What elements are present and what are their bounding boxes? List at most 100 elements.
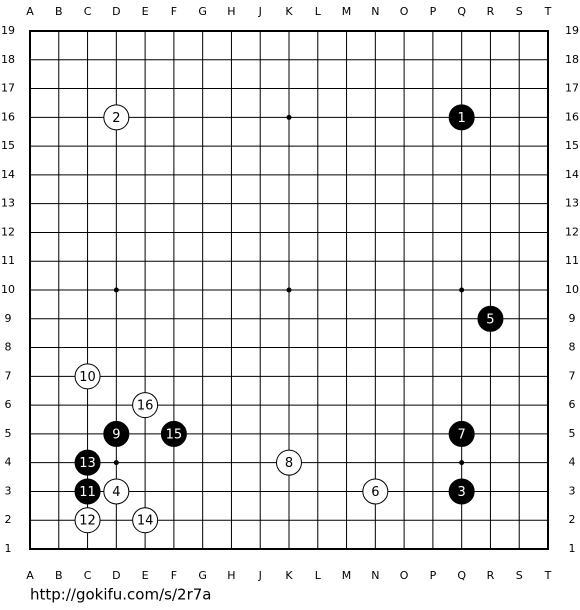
row-label: 19 [565, 24, 579, 37]
row-label: 10 [565, 283, 579, 296]
move-number: 13 [79, 456, 96, 471]
star-point [113, 287, 119, 293]
row-label: 5 [5, 427, 12, 440]
stone [74, 449, 101, 476]
column-label: L [315, 569, 322, 582]
move-number: 8 [285, 456, 293, 471]
move-number: 10 [79, 370, 96, 385]
column-label: O [400, 5, 409, 18]
star-point [113, 460, 119, 466]
row-label: 3 [5, 484, 12, 497]
row-label: 16 [1, 110, 15, 123]
stone [103, 478, 130, 505]
row-label: 17 [1, 82, 15, 95]
move-number: 14 [137, 514, 154, 529]
column-label: Q [457, 5, 466, 18]
star-point [459, 460, 465, 466]
column-label: T [544, 5, 552, 18]
row-label: 14 [1, 168, 15, 181]
row-label: 12 [1, 225, 15, 238]
column-label: C [84, 5, 92, 18]
stone [362, 478, 389, 505]
column-label: D [112, 569, 120, 582]
row-label: 4 [5, 456, 12, 469]
stone [477, 305, 504, 332]
stone [132, 392, 159, 419]
stone [74, 507, 101, 534]
move-number: 7 [458, 427, 466, 442]
row-label: 6 [5, 398, 12, 411]
column-label: H [227, 5, 235, 18]
column-label: J [258, 5, 262, 18]
column-label: F [171, 569, 177, 582]
move-number: 5 [486, 312, 494, 327]
row-label: 9 [569, 312, 576, 325]
column-label: M [342, 5, 352, 18]
row-label: 8 [5, 341, 12, 354]
row-label: 7 [5, 369, 12, 382]
column-label: C [84, 569, 92, 582]
column-label: N [371, 569, 379, 582]
column-label: A [26, 569, 34, 582]
source-url: http://gokifu.com/s/2r7a [30, 586, 211, 604]
column-label: L [315, 5, 322, 18]
column-label: E [142, 569, 149, 582]
row-label: 6 [569, 398, 576, 411]
move-number: 15 [166, 427, 183, 442]
row-label: 9 [5, 312, 12, 325]
column-label: J [258, 569, 262, 582]
row-label: 15 [565, 139, 579, 152]
star-point [286, 114, 292, 120]
stone [103, 104, 130, 131]
column-label: P [430, 5, 437, 18]
column-label: P [430, 569, 437, 582]
stone [132, 507, 159, 534]
column-label: D [112, 5, 120, 18]
column-label: T [544, 569, 552, 582]
column-label: E [142, 5, 149, 18]
stone [103, 420, 130, 447]
move-number: 1 [458, 111, 466, 126]
row-label: 12 [565, 225, 579, 238]
move-number: 6 [371, 485, 379, 500]
column-label: R [487, 5, 495, 18]
column-label: G [198, 569, 207, 582]
column-label: S [516, 569, 523, 582]
stone [448, 478, 475, 505]
row-label: 8 [569, 341, 576, 354]
column-label: K [285, 5, 293, 18]
row-label: 1 [5, 542, 12, 555]
row-label: 5 [569, 427, 576, 440]
row-label: 7 [569, 369, 576, 382]
row-label: 13 [1, 197, 15, 210]
column-label: A [26, 5, 34, 18]
row-label: 1 [569, 542, 576, 555]
move-number: 9 [112, 427, 120, 442]
stone [448, 420, 475, 447]
row-label: 11 [565, 254, 579, 267]
row-label: 18 [565, 53, 579, 66]
column-label: B [55, 5, 63, 18]
stone [74, 363, 101, 390]
star-point [286, 287, 292, 293]
row-label: 15 [1, 139, 15, 152]
column-label: B [55, 569, 63, 582]
row-label: 2 [569, 513, 576, 526]
star-point [459, 287, 465, 293]
column-label: K [285, 569, 293, 582]
column-label: G [198, 5, 207, 18]
row-label: 16 [565, 110, 579, 123]
row-label: 3 [569, 484, 576, 497]
row-label: 13 [565, 197, 579, 210]
column-label: H [227, 569, 235, 582]
move-number: 3 [458, 485, 466, 500]
row-label: 4 [569, 456, 576, 469]
column-label: O [400, 569, 409, 582]
column-label: Q [457, 569, 466, 582]
column-label: R [487, 569, 495, 582]
stone [74, 478, 101, 505]
move-number: 11 [79, 485, 96, 500]
row-label: 11 [1, 254, 15, 267]
